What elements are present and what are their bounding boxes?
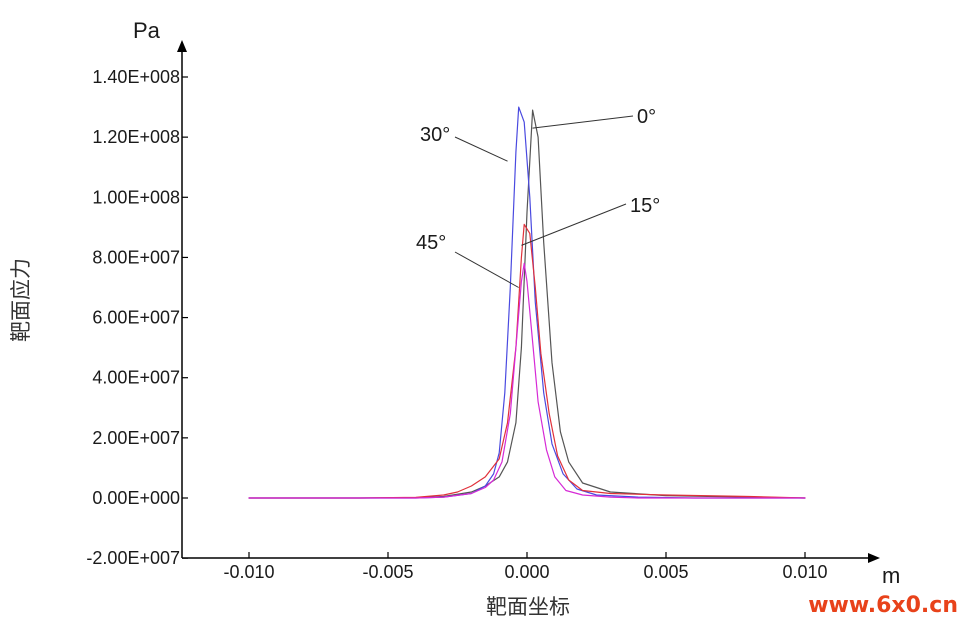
series-line-30deg <box>248 106 806 499</box>
y-tick-label: 1.00E+008 <box>92 187 180 207</box>
y-unit-label: Pa <box>133 18 161 43</box>
y-tick-label: 1.40E+008 <box>92 67 180 87</box>
y-tick-label: 1.20E+008 <box>92 127 180 147</box>
x-tick-label: -0.005 <box>362 562 413 582</box>
series-line-0deg <box>248 109 806 499</box>
x-tick-label: 0.000 <box>504 562 549 582</box>
x-tick-label: 0.010 <box>782 562 827 582</box>
y-tick-label: 8.00E+007 <box>92 247 180 267</box>
y-tick-label: 2.00E+007 <box>92 428 180 448</box>
callout-label: 30° <box>420 124 450 146</box>
callout-leader <box>454 136 508 162</box>
x-tick-label: -0.010 <box>223 562 274 582</box>
callout-label: 0° <box>637 106 656 128</box>
y-ticks: -2.00E+007 0.00E+000 2.00E+007 4.00E+007 6.0… <box>86 67 188 568</box>
callout-layer: 0° 30° 15° 45° <box>416 106 660 288</box>
y-tick-label: 6.00E+007 <box>92 308 180 328</box>
series-line-45deg <box>248 262 806 499</box>
callout-leader <box>532 115 634 129</box>
callout-leader <box>454 251 519 288</box>
y-axis-title: 靶面应力 <box>9 258 33 342</box>
series-layer <box>248 106 806 499</box>
x-unit-label: m <box>882 563 900 588</box>
y-tick-label: 0.00E+000 <box>92 488 180 508</box>
watermark-text: www.6x0.cn <box>808 593 958 618</box>
x-ticks: -0.010 -0.005 0.000 0.005 0.010 <box>223 552 828 582</box>
x-tick-label: 0.005 <box>643 562 688 582</box>
callout-label: 45° <box>416 232 446 254</box>
y-tick-label: 4.00E+007 <box>92 368 180 388</box>
callout-leader <box>521 203 627 246</box>
y-tick-label: -2.00E+007 <box>86 548 180 568</box>
y-axis-arrow <box>177 40 187 52</box>
axes <box>177 40 880 563</box>
x-axis-arrow <box>868 553 880 563</box>
x-axis-title: 靶面坐标 <box>486 595 570 619</box>
callout-label: 15° <box>630 195 660 217</box>
series-line-15deg <box>248 223 806 499</box>
